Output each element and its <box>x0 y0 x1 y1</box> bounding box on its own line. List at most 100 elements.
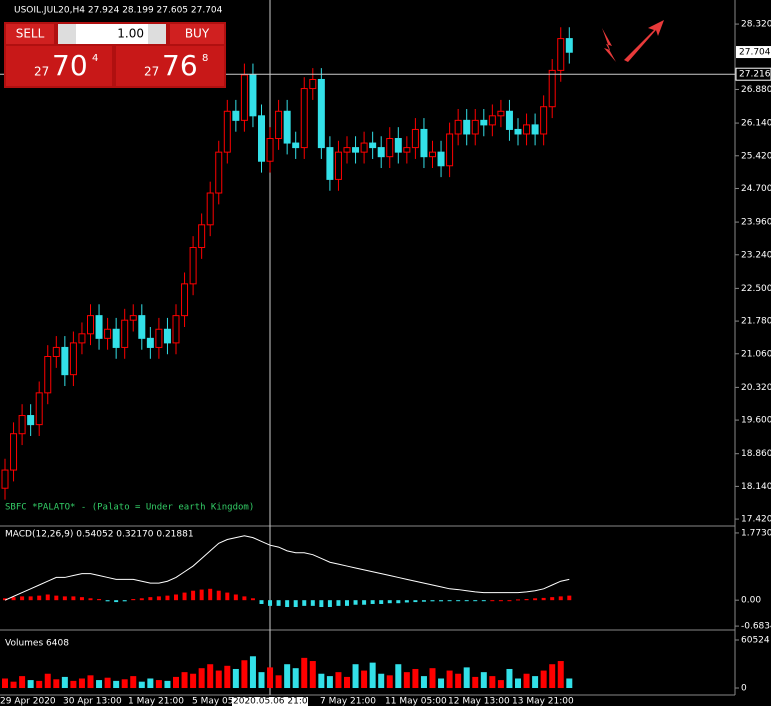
macd-bar <box>404 600 409 603</box>
y-tick-label: 26.880 <box>741 85 771 95</box>
bid-big: 27 <box>34 65 49 79</box>
macd-bar <box>285 600 290 608</box>
volume-bar <box>53 679 60 689</box>
candle-body <box>317 78 325 149</box>
candle-body <box>531 124 539 135</box>
sell-button[interactable] <box>6 24 54 44</box>
volume-bar <box>412 668 419 689</box>
candle-body <box>223 110 231 153</box>
volume-bar <box>438 678 445 689</box>
macd-bar <box>345 600 349 606</box>
candle-body <box>266 138 274 162</box>
time-label: 2020.05.06 21:00 <box>233 697 314 706</box>
macd-bar <box>45 594 50 601</box>
candle-body <box>172 315 180 344</box>
volume-label: Volumes 6408 <box>5 639 69 649</box>
y-tick-label: 22.500 <box>741 284 771 294</box>
volume-bar <box>19 676 26 689</box>
macd-bar <box>370 600 375 604</box>
candle-body <box>275 110 283 140</box>
volume-bar <box>138 681 145 689</box>
ask-box[interactable] <box>116 46 224 86</box>
crosshair-price: 27.216 <box>739 70 771 80</box>
lot-decrease[interactable] <box>58 24 76 44</box>
volume-bar <box>532 676 539 689</box>
candle-body <box>403 147 411 153</box>
volume-bar <box>130 676 137 689</box>
candle-body <box>505 110 513 130</box>
symbol-header: USOIL.JUL20,H4 27.924 28.199 27.605 27.7… <box>14 6 223 16</box>
candle-body <box>497 110 505 117</box>
volume-bar <box>70 680 77 689</box>
y-tick-label: 0.00 <box>741 596 761 606</box>
y-tick-label: 21.060 <box>741 349 771 359</box>
macd-bar <box>507 600 512 602</box>
annotation-arrow <box>602 28 616 62</box>
candle-body <box>292 142 300 149</box>
macd-bar <box>233 594 238 601</box>
volume-bar <box>540 670 547 689</box>
candle-body <box>258 115 265 162</box>
volume-bar <box>386 675 393 689</box>
lot-increase[interactable] <box>148 24 166 44</box>
volume-bar <box>87 675 94 689</box>
macd-bar <box>97 599 102 601</box>
candle-body <box>514 128 522 135</box>
candle-body <box>104 328 112 339</box>
macd-bar <box>3 598 7 601</box>
volume-bar <box>207 664 214 689</box>
buy-label: BUY <box>185 27 210 41</box>
macd-bar <box>379 600 384 604</box>
macd-bar <box>88 598 93 601</box>
candle-body <box>112 328 120 348</box>
volume-bar <box>292 668 299 689</box>
candle-body <box>386 138 394 158</box>
candle-body <box>309 78 317 90</box>
macd-bar <box>28 596 33 601</box>
candle-body <box>206 192 214 226</box>
candle-body <box>420 128 428 158</box>
y-tick-label: 28.320 <box>741 20 771 30</box>
volume-bar <box>275 675 282 689</box>
time-label: 12 May 13:00 <box>448 697 510 706</box>
macd-bar <box>122 600 127 602</box>
bid-main: 70 <box>52 49 88 82</box>
volume-bar <box>344 676 350 689</box>
candle-body <box>10 433 18 471</box>
macd-bar <box>216 590 221 601</box>
time-label: 30 Apr 13:00 <box>63 697 122 706</box>
candle-body <box>78 333 86 344</box>
macd-bar <box>541 597 546 601</box>
volume-bar <box>121 679 128 689</box>
macd-bar <box>353 600 358 605</box>
macd-bar <box>310 600 315 606</box>
macd-bar <box>421 600 426 602</box>
candle-body <box>232 110 240 121</box>
bid-box[interactable] <box>6 46 112 86</box>
candle-body <box>27 415 35 426</box>
y-tick-label: 25.420 <box>741 151 771 161</box>
lot-input[interactable] <box>76 24 148 44</box>
volume-bar <box>506 668 513 689</box>
macd-bar <box>259 600 264 604</box>
buy-button[interactable] <box>170 24 224 44</box>
volume-bar <box>557 661 564 689</box>
volume-bar <box>566 678 573 689</box>
candle-body <box>198 224 206 249</box>
candle-body <box>437 151 445 167</box>
volume-bar <box>378 673 385 689</box>
candle-body <box>181 283 189 317</box>
volume-bar <box>463 667 470 689</box>
candle-body <box>240 74 248 121</box>
volume-bar <box>301 657 308 689</box>
macd-bar <box>362 600 367 605</box>
candle-body <box>138 315 146 339</box>
volume-bar <box>309 661 316 689</box>
candle-body <box>215 151 223 194</box>
macd-bar <box>447 600 452 602</box>
candle-body <box>411 128 419 149</box>
candle-body <box>540 106 548 135</box>
volume-bar <box>198 668 205 689</box>
volume-bar <box>241 660 248 689</box>
macd-bar <box>456 600 461 602</box>
